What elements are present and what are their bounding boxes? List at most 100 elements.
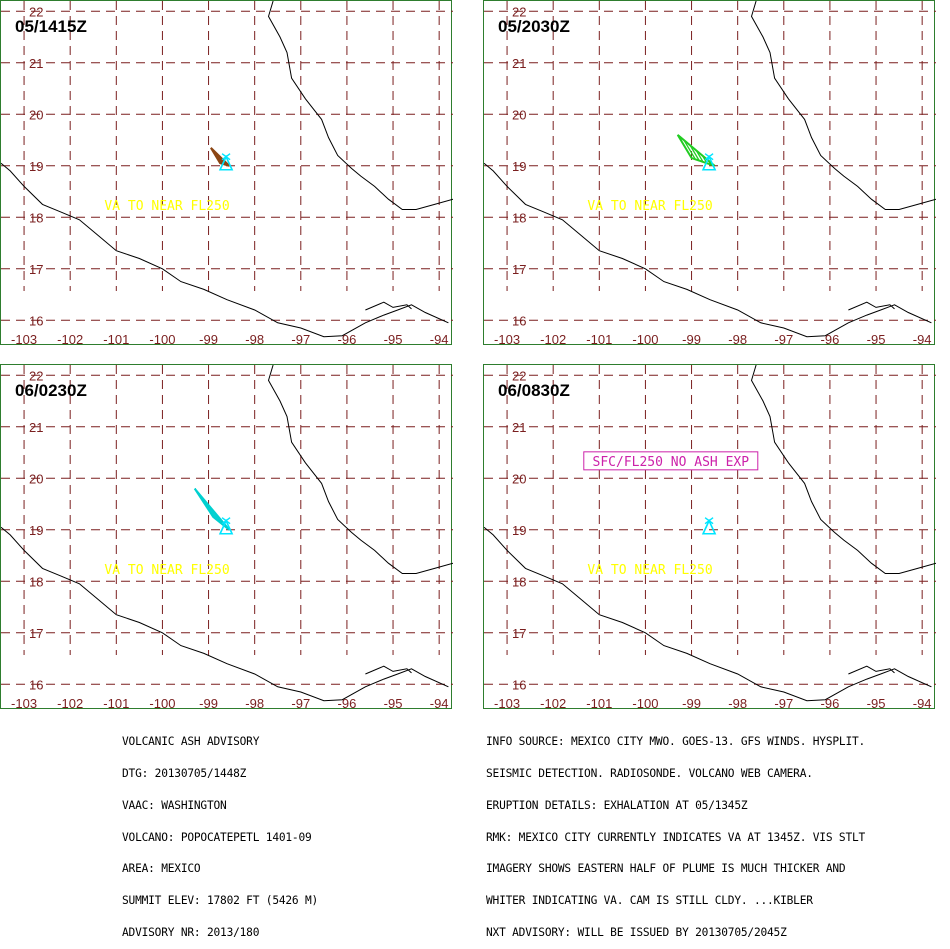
- lon-tick-label: -97: [774, 332, 793, 346]
- lon-tick-label: -100: [149, 332, 175, 346]
- lat-tick-label: 22: [512, 368, 526, 383]
- lat-tick-label: 19: [512, 523, 526, 538]
- lon-tick-label: -101: [586, 332, 612, 346]
- gulf-coastline: [750, 1, 936, 210]
- lat-tick-label: 16: [512, 677, 526, 692]
- lon-tick-label: -95: [384, 332, 403, 346]
- lagoon-outline: [848, 301, 895, 311]
- ash-plume-hatch: [216, 153, 224, 165]
- lon-tick-label: -101: [103, 332, 129, 346]
- lagoon-outline: [365, 665, 412, 675]
- lat-tick-label: 19: [29, 159, 43, 174]
- lon-tick-label: -103: [494, 332, 520, 346]
- pacific-coastline: [1, 526, 449, 702]
- volcano-marker-x: [221, 153, 231, 161]
- lat-tick-label: 18: [512, 574, 526, 589]
- lon-tick-label: -98: [245, 332, 264, 346]
- map-panel-1: -103 -102 -101 -100 -99 -98 -97 -96 -95 -94 16 17 18…: [0, 0, 453, 346]
- advisory-line: ADVISORY NR: 2013/180: [122, 925, 260, 939]
- lat-tick-label: 19: [29, 523, 43, 538]
- lat-tick-label: 18: [29, 210, 43, 225]
- lat-tick-label: 16: [512, 313, 526, 328]
- lon-tick-label: -98: [728, 696, 747, 710]
- lon-tick-label: -99: [682, 696, 701, 710]
- pacific-coastline: [1, 162, 449, 338]
- map-canvas: -103 -102 -101 -100 -99 -98 -97 -96 -95 -94 16 17 18…: [484, 365, 936, 710]
- lon-tick-label: -94: [913, 696, 932, 710]
- advisory-line: VOLCANO: POPOCATEPETL 1401-09: [122, 830, 312, 844]
- advisory-line: AREA: MEXICO: [122, 862, 201, 876]
- remark-line: WHITER INDICATING VA. CAM IS STILL CLDY.…: [486, 894, 813, 908]
- lon-tick-label: -98: [245, 696, 264, 710]
- lat-tick-label: 17: [512, 262, 526, 277]
- volcano-triangle-icon: [218, 154, 234, 171]
- va-level-label: VA TO NEAR FL250: [587, 199, 712, 214]
- lat-tick-label: 22: [29, 4, 43, 19]
- lat-tick-label: 18: [512, 210, 526, 225]
- advisory-header-block: VOLCANIC ASH ADVISORY DTG: 20130705/1448…: [122, 716, 318, 949]
- lat-tick-label: 21: [512, 56, 526, 71]
- lon-tick-label: -102: [540, 696, 566, 710]
- ash-plume-hatch: [211, 508, 222, 524]
- lon-tick-label: -102: [540, 332, 566, 346]
- panel-title: 05/2030Z: [498, 17, 570, 36]
- map-panel-2: -103 -102 -101 -100 -99 -98 -97 -96 -95 -94 16 17 18…: [483, 0, 936, 346]
- lon-tick-label: -103: [494, 696, 520, 710]
- lon-tick-label: -99: [199, 332, 218, 346]
- volcano-triangle-icon: [701, 154, 717, 171]
- lat-tick-label: 20: [29, 471, 43, 486]
- lat-tick-label: 22: [29, 368, 43, 383]
- ash-plume-hatch: [205, 501, 220, 522]
- no-ash-label: SFC/FL250 NO ASH EXP: [593, 455, 750, 470]
- lat-tick-label: 16: [29, 313, 43, 328]
- volcano-triangle-icon: [218, 518, 234, 535]
- volcano-marker-x: [704, 153, 714, 161]
- va-level-label: VA TO NEAR FL250: [104, 199, 229, 214]
- lon-tick-label: -94: [430, 696, 449, 710]
- remark-line: IMAGERY SHOWS EASTERN HALF OF PLUME IS M…: [486, 862, 846, 876]
- map-panel-3: -103 -102 -101 -100 -99 -98 -97 -96 -95 -94 16 17 18…: [0, 364, 453, 710]
- ash-plume-hatch: [689, 144, 700, 161]
- lon-tick-label: -103: [11, 696, 37, 710]
- map-canvas: -103 -102 -101 -100 -99 -98 -97 -96 -95 -94 16 17 18…: [1, 365, 453, 710]
- lat-tick-label: 20: [29, 107, 43, 122]
- lat-tick-label: 16: [29, 677, 43, 692]
- lat-tick-label: 21: [512, 420, 526, 435]
- advisory-line: VAAC: WASHINGTON: [122, 798, 227, 812]
- lon-tick-label: -101: [103, 696, 129, 710]
- lon-tick-label: -97: [774, 696, 793, 710]
- advisory-line: DTG: 20130705/1448Z: [122, 766, 247, 780]
- lat-tick-label: 21: [29, 56, 43, 71]
- lat-tick-label: 22: [512, 4, 526, 19]
- lon-tick-label: -102: [57, 696, 83, 710]
- lat-tick-label: 19: [512, 159, 526, 174]
- map-canvas: -103 -102 -101 -100 -99 -98 -97 -96 -95 -94 16 17 18…: [484, 1, 936, 346]
- advisory-line: VOLCANIC ASH ADVISORY: [122, 735, 260, 749]
- lon-tick-label: -97: [291, 696, 310, 710]
- lon-tick-label: -102: [57, 332, 83, 346]
- lon-tick-label: -98: [728, 332, 747, 346]
- remark-line: SEISMIC DETECTION. RADIOSONDE. VOLCANO W…: [486, 766, 813, 780]
- lat-tick-label: 21: [29, 420, 43, 435]
- panel-title: 06/0830Z: [498, 381, 570, 400]
- remark-line: NXT ADVISORY: WILL BE ISSUED BY 20130705…: [486, 925, 787, 939]
- volcano-marker-x: [704, 517, 714, 525]
- lon-tick-label: -99: [682, 332, 701, 346]
- panel-title: 06/0230Z: [15, 381, 87, 400]
- lon-tick-label: -100: [632, 332, 658, 346]
- gulf-coastline: [750, 365, 936, 574]
- lon-tick-label: -95: [384, 696, 403, 710]
- gulf-coastline: [267, 365, 453, 574]
- lat-tick-label: 18: [29, 574, 43, 589]
- pacific-coastline: [484, 526, 932, 702]
- lat-tick-label: 17: [29, 262, 43, 277]
- gulf-coastline: [267, 1, 453, 210]
- lagoon-outline: [848, 665, 895, 675]
- pacific-coastline: [484, 162, 932, 338]
- ash-plume-hatch: [683, 139, 696, 160]
- lat-tick-label: 17: [512, 626, 526, 641]
- advisory-remarks-block: INFO SOURCE: MEXICO CITY MWO. GOES-13. G…: [486, 716, 865, 949]
- ash-plume-hatch: [695, 149, 704, 163]
- map-canvas: -103 -102 -101 -100 -99 -98 -97 -96 -95 -94 16 17 18…: [1, 1, 453, 346]
- ash-plume-hatch: [213, 150, 223, 164]
